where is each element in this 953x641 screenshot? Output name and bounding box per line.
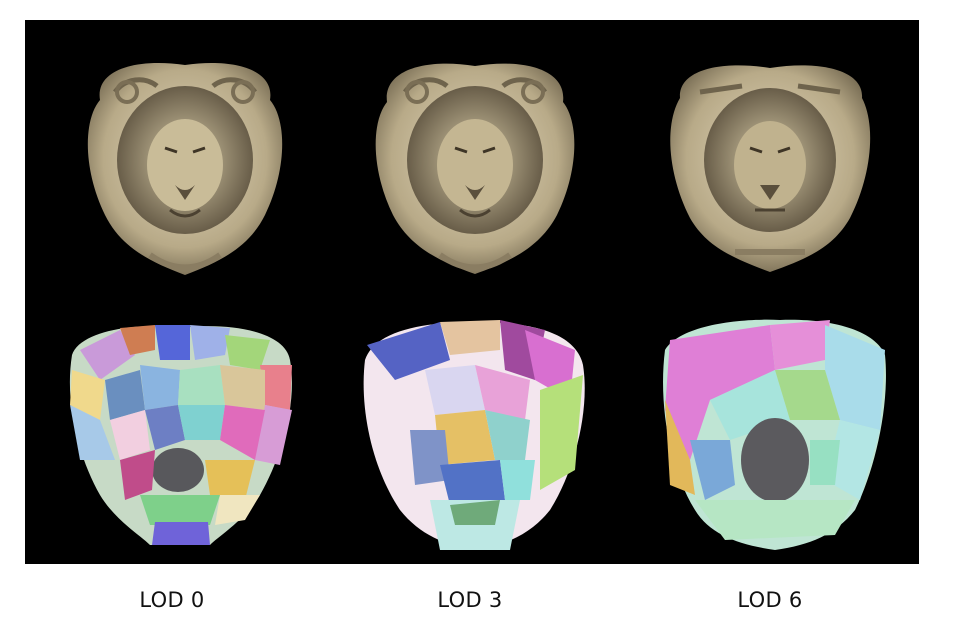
textured-lion-lod6: [650, 40, 890, 280]
segmented-lion-lod6: [650, 310, 890, 550]
lod-0-label: LOD 0: [139, 588, 205, 612]
textured-lion-lod3: [355, 40, 595, 280]
textured-lion-lod0: [65, 40, 305, 280]
lod-6-label: LOD 6: [737, 588, 803, 612]
segmented-lion-lod0: [60, 310, 300, 550]
figure-panel: [25, 20, 919, 564]
segmented-lion-lod3: [355, 310, 595, 550]
lod-3-label: LOD 3: [437, 588, 503, 612]
